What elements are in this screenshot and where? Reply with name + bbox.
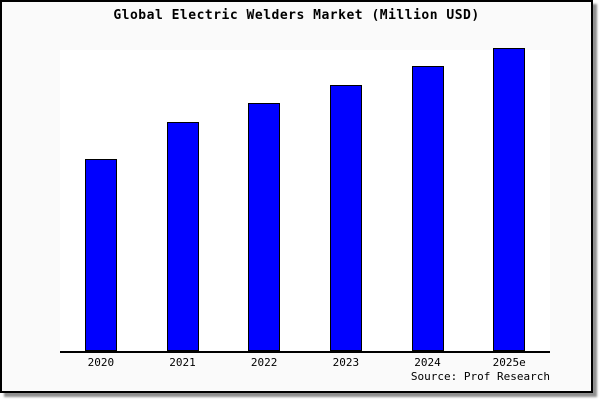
chart-panel: Global Electric Welders Market (Million … xyxy=(0,0,593,393)
bar-2021 xyxy=(166,122,199,351)
bar-slot xyxy=(305,50,387,351)
source-note: Source: Prof Research xyxy=(410,370,550,383)
plot-area xyxy=(60,48,550,353)
bar-2025e xyxy=(493,48,526,351)
x-axis-labels: 2020 2021 2022 2023 2024 2025e xyxy=(60,356,550,369)
bar-2022 xyxy=(248,103,281,351)
bar-slot xyxy=(387,50,469,351)
bar-slot xyxy=(223,50,305,351)
x-tick-label: 2022 xyxy=(250,356,278,369)
x-tick-label: 2024 xyxy=(414,356,441,369)
bar-2023 xyxy=(329,85,362,351)
bar-2024 xyxy=(411,66,444,351)
bar-2020 xyxy=(84,159,117,351)
x-tick-label: 2020 xyxy=(87,356,115,369)
x-tick-label: 2021 xyxy=(169,356,196,369)
x-tick-label: 2023 xyxy=(332,356,360,369)
x-tick-label: 2025e xyxy=(492,356,526,369)
bar-slot xyxy=(60,50,142,351)
bar-slot xyxy=(468,48,550,351)
chart-title: Global Electric Welders Market (Million … xyxy=(113,8,480,23)
bar-slot xyxy=(142,50,224,351)
